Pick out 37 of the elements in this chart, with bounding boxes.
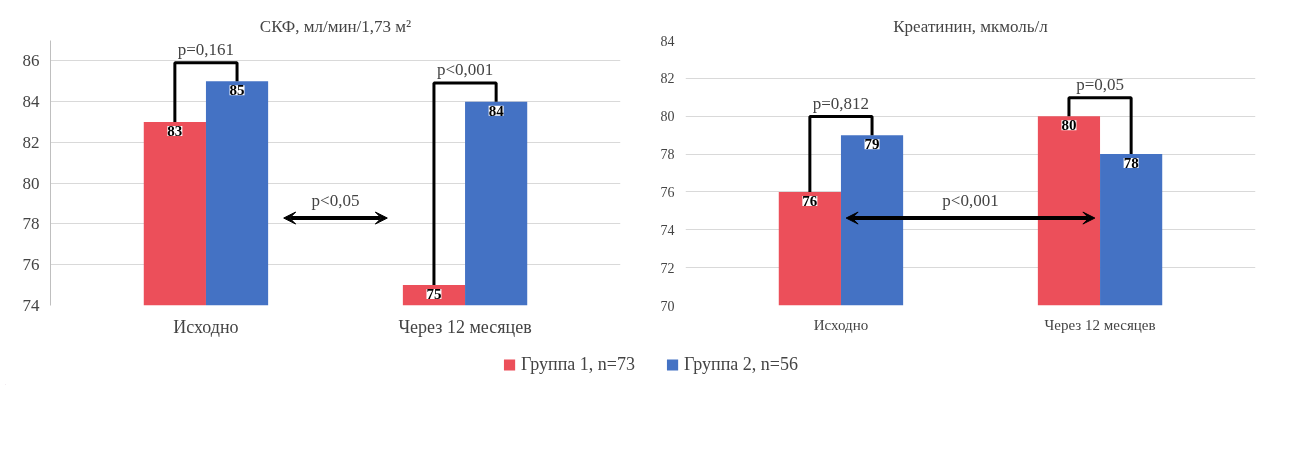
y-tick-label: 84 — [660, 33, 675, 49]
annotation: p=0,161 — [177, 39, 235, 59]
annotation: p<0,001 — [436, 60, 494, 80]
chart-title: Креатинин, мкмоль/л — [893, 16, 1049, 36]
y-tick-label: 80 — [22, 173, 40, 193]
data-label: 75 — [426, 286, 442, 303]
x-tick-label: Исходно — [173, 316, 239, 337]
y-tick-label: 76 — [660, 184, 675, 200]
data-label: 78 — [1123, 155, 1139, 172]
y-tick-label: 80 — [660, 109, 675, 125]
y-tick-label: 70 — [660, 298, 675, 314]
y-tick-label: 86 — [22, 51, 40, 71]
x-tick-label: Через 12 месяцев — [1044, 316, 1156, 333]
y-tick-label: 78 — [660, 147, 675, 163]
y-tick-label: 74 — [660, 222, 675, 238]
data-label: 79 — [864, 136, 880, 153]
x-tick-label: Через 12 месяцев — [398, 316, 532, 337]
annotation: p=0,05 — [1076, 74, 1124, 94]
annotation: p<0,05 — [311, 191, 360, 211]
data-label: 84 — [488, 102, 505, 119]
y-tick-label: 76 — [22, 255, 40, 275]
legend-label: Группа 1, n=73 — [521, 353, 635, 375]
y-tick-label: 84 — [22, 92, 40, 112]
data-label: 76 — [802, 192, 818, 209]
data-label: 80 — [1061, 117, 1077, 134]
data-label: 83 — [167, 123, 183, 140]
chart-title: СКФ, мл/мин/1,73 м² — [259, 16, 412, 36]
y-tick-label: 82 — [22, 132, 40, 152]
x-tick-label: Исходно — [813, 316, 869, 333]
legend-label: Группа 2, n=56 — [684, 353, 798, 375]
y-tick-label: 74 — [22, 296, 40, 315]
data-label: 85 — [229, 82, 245, 99]
y-tick-label: 78 — [22, 214, 40, 234]
annotation: p=0,812 — [812, 93, 870, 113]
annotation: p<0,001 — [942, 191, 999, 211]
y-tick-label: 72 — [660, 260, 675, 276]
y-tick-label: 82 — [660, 71, 675, 87]
